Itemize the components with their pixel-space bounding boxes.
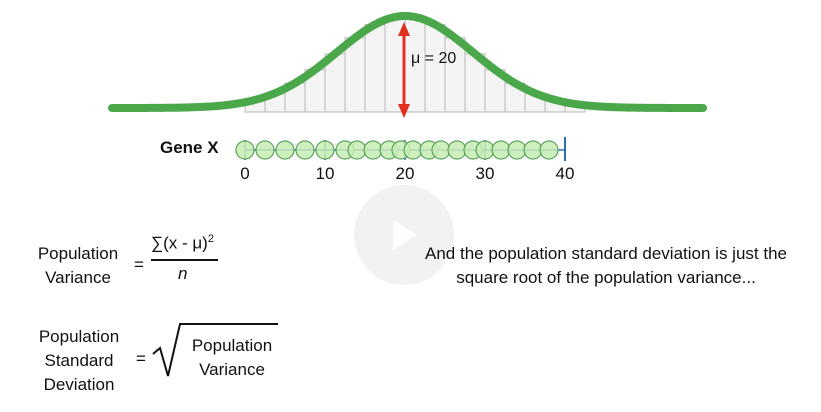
data-point [255, 140, 275, 160]
tick-label-0: 0 [240, 164, 250, 183]
data-point [507, 140, 527, 160]
data-point [523, 140, 543, 160]
population-variance-label: Population Variance [28, 242, 128, 290]
data-point [275, 140, 295, 160]
variance-numerator: ∑(x - μ)2 [151, 233, 214, 254]
population-sd-label: Population Standard Deviation [26, 325, 132, 397]
mean-arrow-head-bottom [398, 104, 410, 118]
variance-denominator: n [178, 264, 188, 283]
histogram-bar [444, 37, 466, 113]
numerator-text: ∑(x - μ) [151, 233, 208, 253]
data-point [475, 140, 495, 160]
data-point [315, 140, 335, 160]
histogram [244, 16, 586, 113]
mean-arrow-head-top [398, 22, 410, 36]
histogram-bar [424, 24, 446, 113]
tick-label-20: 20 [395, 164, 415, 183]
data-point [447, 140, 467, 160]
numerator-power: 2 [207, 233, 214, 245]
narration-text: And the population standard deviation is… [425, 244, 787, 287]
label-line: Population [37, 244, 119, 263]
label-line: Deviation [43, 375, 115, 394]
data-point [403, 140, 423, 160]
equals-sign: = [134, 255, 144, 274]
gene-label: Gene X [160, 138, 219, 157]
data-point [363, 140, 383, 160]
label-line: Population [38, 327, 120, 346]
radical-sign [152, 323, 278, 377]
radicand-line: Variance [199, 360, 265, 379]
tick-label-40: 40 [555, 164, 575, 183]
label-line: Variance [45, 268, 111, 287]
normal-curve [108, 12, 707, 112]
mean-label: μ = 20 [411, 50, 457, 67]
tick-label-10: 10 [315, 164, 335, 183]
data-points [235, 140, 559, 160]
data-point [539, 140, 559, 160]
tick-label-30: 30 [475, 164, 495, 183]
data-point [431, 140, 451, 160]
radicand-line: Population [191, 336, 273, 355]
data-point [347, 140, 367, 160]
play-icon[interactable] [393, 220, 417, 250]
label-line: Standard [44, 351, 114, 370]
fraction-bar [151, 259, 218, 261]
histogram-bar [344, 37, 366, 113]
data-point [235, 140, 255, 160]
data-point [295, 140, 315, 160]
radicand: Population Variance [184, 334, 280, 382]
equals-sign: = [136, 349, 146, 368]
histogram-bar [364, 24, 386, 113]
data-point [491, 140, 511, 160]
